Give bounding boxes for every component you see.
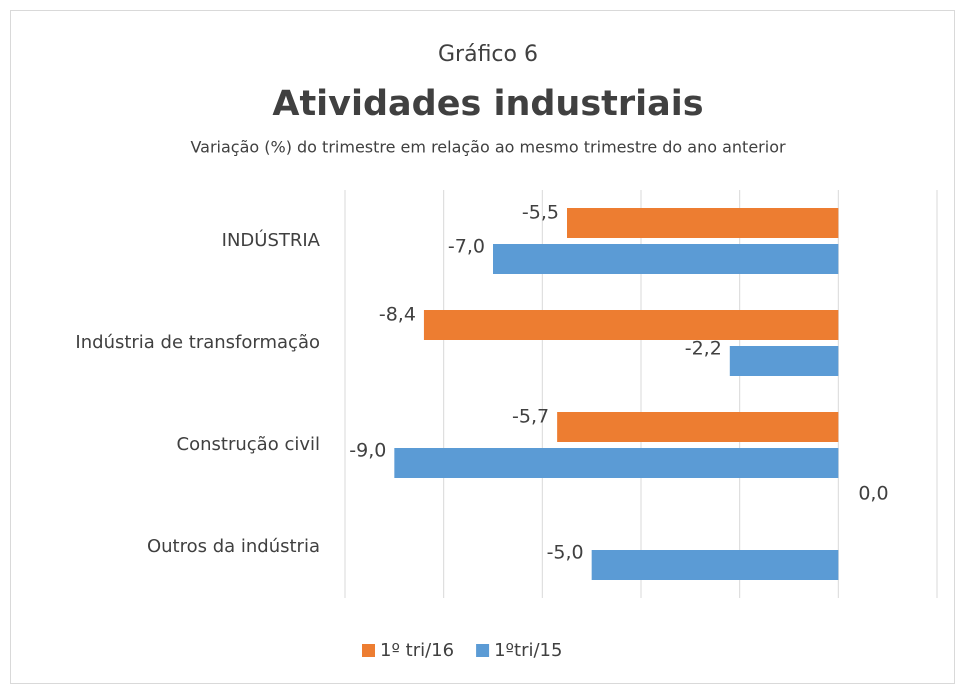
y-tick-label: INDÚSTRIA	[222, 229, 321, 251]
bar	[729, 346, 839, 376]
chart-pretitle: Gráfico 6	[438, 42, 538, 67]
value-label: -9,0	[349, 440, 386, 462]
bar	[423, 310, 839, 340]
bar	[591, 550, 839, 580]
value-label: -5,0	[547, 542, 584, 564]
bar	[493, 244, 839, 274]
value-label: -5,7	[512, 406, 549, 428]
value-label: -8,4	[379, 304, 416, 326]
legend-swatch	[362, 644, 375, 657]
bar	[557, 412, 839, 442]
y-tick-label: Construção civil	[177, 434, 320, 455]
legend-label: 1º tri/16	[380, 640, 454, 661]
value-label: -5,5	[522, 202, 559, 224]
chart-title: Atividades industriais	[272, 84, 703, 124]
value-label: -7,0	[448, 236, 485, 258]
bar	[394, 448, 839, 478]
legend-swatch	[476, 644, 490, 657]
chart-subtitle: Variação (%) do trimestre em relação ao …	[190, 138, 786, 157]
value-label: 0,0	[858, 483, 888, 505]
legend-label: 1ºtri/15	[494, 640, 562, 661]
y-tick-label: Indústria de transformação	[75, 332, 320, 353]
bar	[567, 208, 839, 238]
value-label: -2,2	[685, 338, 722, 360]
y-tick-label: Outros da indústria	[147, 536, 320, 557]
